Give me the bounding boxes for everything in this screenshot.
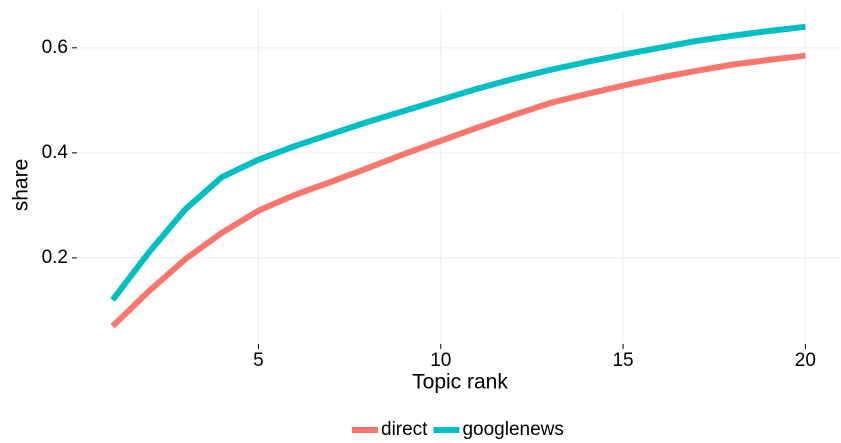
x-tick-label: 20 xyxy=(795,350,816,371)
y-tick-label: 0.4 xyxy=(42,142,69,163)
legend-label: googlenews xyxy=(462,419,563,440)
x-tick-label: 10 xyxy=(430,350,451,371)
y-tick-label: 0.6 xyxy=(42,37,68,58)
y-tick-label: 0.2 xyxy=(42,247,68,268)
x-tick-label: 15 xyxy=(612,350,633,371)
line xyxy=(110,52,806,329)
legend-label: direct xyxy=(381,419,428,440)
line xyxy=(110,23,806,302)
x-tick-label: 5 xyxy=(253,350,264,371)
x-axis-title: Topic rank xyxy=(412,371,508,394)
y-axis-title: share xyxy=(10,159,33,212)
